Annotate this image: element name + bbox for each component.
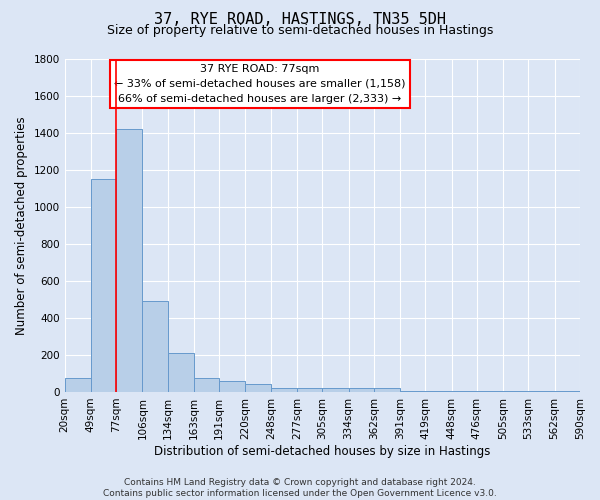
Bar bbox=[297, 388, 322, 392]
Bar bbox=[425, 391, 452, 392]
Bar bbox=[400, 391, 425, 392]
Text: 37, RYE ROAD, HASTINGS, TN35 5DH: 37, RYE ROAD, HASTINGS, TN35 5DH bbox=[154, 12, 446, 28]
Bar bbox=[168, 353, 194, 392]
Bar bbox=[219, 381, 245, 392]
Bar bbox=[116, 130, 142, 392]
Bar bbox=[245, 384, 271, 392]
Bar bbox=[554, 391, 580, 392]
Bar bbox=[91, 179, 116, 392]
Bar bbox=[322, 388, 349, 392]
Text: 37 RYE ROAD: 77sqm
← 33% of semi-detached houses are smaller (1,158)
66% of semi: 37 RYE ROAD: 77sqm ← 33% of semi-detache… bbox=[114, 64, 406, 104]
Text: Contains HM Land Registry data © Crown copyright and database right 2024.
Contai: Contains HM Land Registry data © Crown c… bbox=[103, 478, 497, 498]
Bar bbox=[349, 388, 374, 392]
Bar bbox=[194, 378, 219, 392]
Bar bbox=[142, 302, 168, 392]
X-axis label: Distribution of semi-detached houses by size in Hastings: Distribution of semi-detached houses by … bbox=[154, 444, 491, 458]
Bar bbox=[65, 378, 91, 392]
Y-axis label: Number of semi-detached properties: Number of semi-detached properties bbox=[15, 116, 28, 335]
Bar bbox=[477, 391, 503, 392]
Bar bbox=[452, 391, 477, 392]
Bar bbox=[503, 391, 529, 392]
Bar bbox=[374, 388, 400, 392]
Text: Size of property relative to semi-detached houses in Hastings: Size of property relative to semi-detach… bbox=[107, 24, 493, 37]
Bar bbox=[271, 388, 297, 392]
Bar bbox=[529, 391, 554, 392]
